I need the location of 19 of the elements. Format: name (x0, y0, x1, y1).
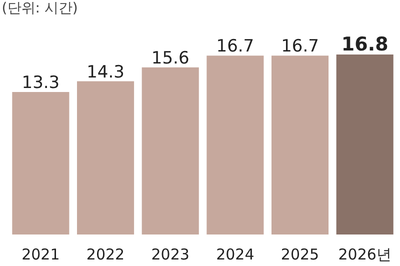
data-label: 16.7 (216, 36, 254, 57)
data-label: 13.3 (22, 73, 60, 93)
data-label: 16.7 (281, 36, 319, 57)
data-label: 16.8 (341, 34, 388, 56)
x-tick-label: 2025 (280, 246, 320, 264)
x-tick-label: 2023 (151, 246, 190, 264)
bar (206, 56, 264, 234)
bar (142, 67, 199, 234)
bar (12, 92, 70, 234)
data-label: 15.6 (151, 48, 190, 68)
x-tick-label: 2024 (216, 246, 254, 264)
x-tick-label: 2026년 (338, 246, 392, 264)
bar (336, 54, 394, 234)
x-tick-label: 2021 (22, 246, 60, 264)
text: (단위: 시간) (2, 0, 78, 16)
x-tick-label: 2022 (86, 246, 125, 264)
data-label: 14.3 (86, 62, 124, 82)
bar (271, 56, 329, 234)
bar (77, 81, 134, 234)
